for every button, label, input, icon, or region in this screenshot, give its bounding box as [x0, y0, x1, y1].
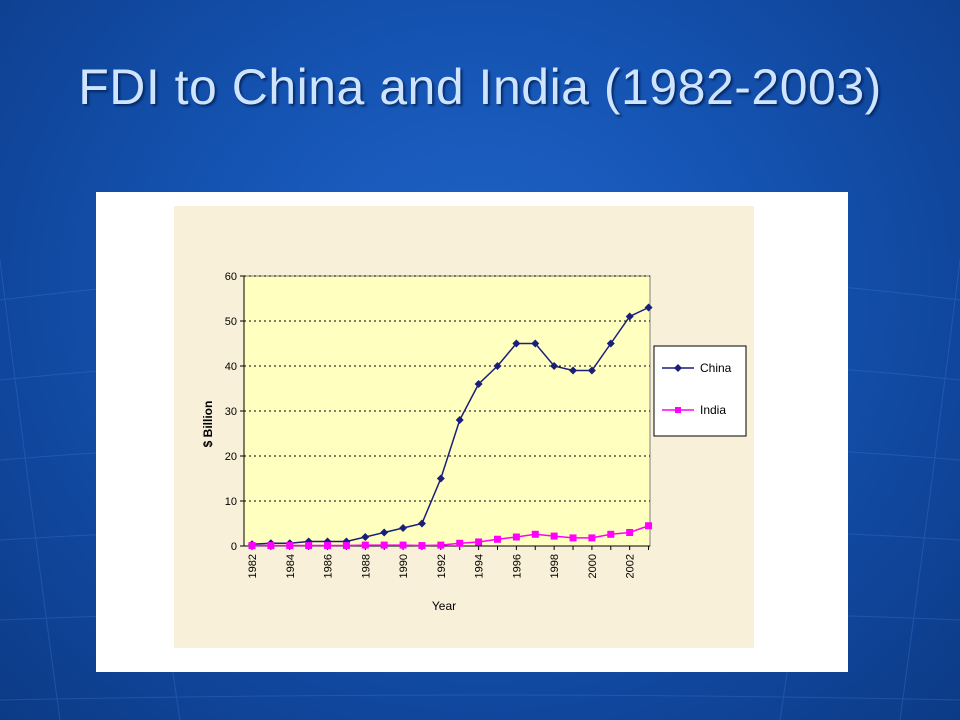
data-point-china: [361, 533, 370, 541]
data-point-china: [587, 366, 596, 375]
y-tick-label: 40: [225, 361, 237, 373]
y-tick-label: 30: [225, 406, 237, 418]
data-point-india: [475, 538, 483, 546]
y-tick-label: 50: [225, 316, 237, 328]
x-tick-label: 2002: [625, 554, 637, 578]
data-point-china: [436, 474, 445, 483]
y-tick-labels: 0 10 20 30 40 50 60: [225, 271, 237, 553]
slide-title: FDI to China and India (1982-2003): [78, 59, 882, 115]
x-tick-label: 1990: [398, 554, 410, 578]
data-point-china: [606, 339, 615, 348]
y-axis-label: $ Billion: [201, 401, 215, 448]
data-point-india: [248, 542, 256, 550]
data-point-india: [626, 529, 634, 536]
data-point-india: [305, 542, 313, 550]
data-point-china: [531, 339, 540, 348]
gridlines: [240, 275, 650, 547]
x-tick-labels: 1982 1984 1986 1988 1990 1992 1994 1996 1998 2000…: [247, 546, 650, 578]
legend-china-marker: [674, 364, 682, 372]
chart-frame: 0 10 20 30 40 50 60 1982 1984 1986 1988 1990 1992 19…: [96, 192, 848, 672]
data-point-india: [342, 542, 350, 550]
legend-box: [653, 345, 747, 437]
data-point-india: [361, 541, 369, 549]
data-point-china: [550, 362, 559, 370]
data-point-india: [286, 542, 294, 550]
data-point-india: [607, 530, 615, 538]
data-point-india: [645, 522, 653, 530]
legend-china-label: China: [700, 361, 732, 375]
x-tick-label: 1984: [285, 554, 297, 578]
data-point-india: [418, 542, 426, 550]
series-india: [248, 522, 653, 550]
data-point-china: [625, 312, 634, 321]
data-point-india: [531, 530, 539, 538]
data-point-china: [380, 528, 389, 537]
data-point-india: [437, 541, 445, 549]
data-point-india: [588, 534, 596, 542]
x-tick-label: 1994: [474, 554, 486, 578]
data-point-india: [512, 533, 520, 541]
series-group: [248, 303, 653, 550]
data-point-india: [493, 535, 501, 543]
x-tick-label: 1988: [360, 554, 372, 578]
x-tick-label: 1982: [247, 554, 259, 578]
data-point-china: [474, 380, 483, 388]
data-point-china: [493, 362, 502, 370]
x-tick-label: 1986: [323, 554, 335, 578]
data-point-china: [569, 366, 578, 375]
x-tick-label: 2000: [587, 554, 599, 578]
data-point-india: [550, 532, 558, 540]
y-tick-label: 20: [225, 451, 237, 463]
data-point-india: [399, 541, 407, 549]
x-axis-label: Year: [432, 599, 456, 613]
data-point-india: [324, 542, 332, 550]
plot-area: [243, 275, 651, 547]
series-line-china: [251, 306, 649, 545]
data-point-china: [417, 519, 426, 528]
data-point-china: [512, 339, 521, 348]
y-tick-label: 10: [225, 496, 237, 508]
legend-india-label: India: [700, 403, 726, 417]
legend: China India: [653, 345, 747, 437]
x-tick-label: 1992: [436, 554, 448, 578]
legend-india-marker: [675, 407, 681, 413]
data-point-china: [455, 416, 464, 424]
data-point-china: [399, 524, 408, 532]
data-point-india: [267, 542, 275, 550]
data-point-india: [456, 539, 464, 547]
data-point-india: [380, 541, 388, 549]
series-line-india: [252, 525, 649, 547]
x-tick-label: 1998: [549, 554, 561, 578]
y-tick-label: 60: [225, 271, 237, 283]
data-point-india: [569, 534, 577, 542]
x-tick-label: 1996: [511, 554, 523, 578]
data-point-china: [644, 303, 653, 312]
y-tick-label: 0: [231, 541, 237, 553]
